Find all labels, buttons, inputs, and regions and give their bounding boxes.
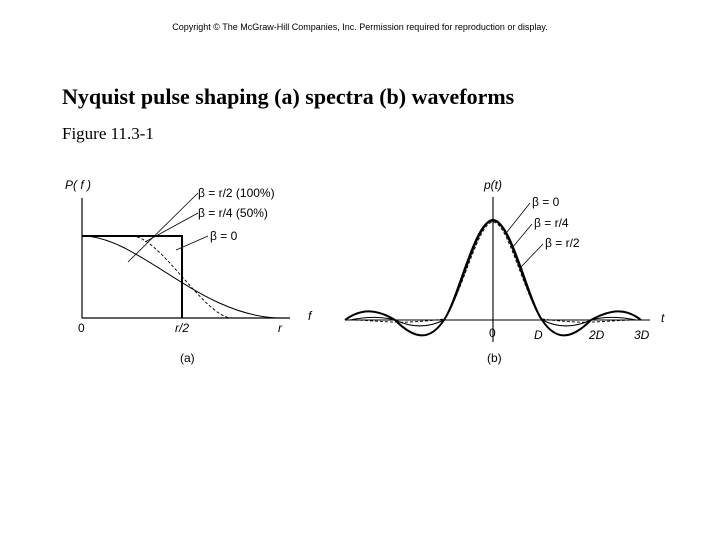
panel-a-tick-r: r bbox=[278, 321, 283, 335]
figure-number: Figure 11.3-1 bbox=[62, 124, 154, 143]
panel-b-tick-2D: 2D bbox=[588, 328, 605, 342]
leader-a-1 bbox=[127, 192, 199, 263]
panel-a-tick-r2: r/2 bbox=[175, 321, 189, 335]
leader-b-1 bbox=[506, 202, 531, 233]
panel-a-spectra: P( f ) f 0 r/2 r β = r/2 (100%) β = r/4 … bbox=[65, 178, 313, 365]
panel-b-caption: (b) bbox=[487, 351, 502, 365]
panel-b-waveforms: p(t) t 0 D 2D 3D β = 0 β = r/4 β = r/2 (… bbox=[344, 178, 665, 365]
panel-a-x-axis-label: f bbox=[308, 309, 313, 323]
curve-a-beta-r2 bbox=[81, 235, 283, 319]
panel-b-tick-0: 0 bbox=[489, 326, 496, 340]
panel-b-y-axis-label: p(t) bbox=[483, 178, 502, 192]
slide-title: Nyquist pulse shaping (a) spectra (b) wa… bbox=[62, 84, 515, 109]
panel-a-y-axis-label: P( f ) bbox=[65, 178, 91, 192]
panel-b-tick-3D: 3D bbox=[634, 328, 650, 342]
curve-label-a-1: β = r/2 (100%) bbox=[198, 186, 275, 200]
leader-b-2 bbox=[511, 223, 533, 249]
panel-b-tick-D: D bbox=[534, 328, 543, 342]
curve-label-a-2: β = r/4 (50%) bbox=[198, 206, 268, 220]
panel-a-tick-0: 0 bbox=[78, 321, 85, 335]
curve-a-beta-0 bbox=[82, 235, 183, 318]
curve-b-beta-r2 bbox=[349, 221, 637, 323]
curve-b-beta-r4 bbox=[349, 220, 637, 327]
panel-b-x-axis-label: t bbox=[661, 311, 665, 325]
copyright-notice: Copyright © The McGraw-Hill Companies, I… bbox=[172, 22, 548, 32]
curve-label-b-2: β = r/4 bbox=[534, 216, 569, 230]
panel-a-caption: (a) bbox=[180, 351, 195, 365]
leader-a-2 bbox=[144, 212, 199, 243]
leader-a-3 bbox=[175, 235, 209, 251]
leader-b-3 bbox=[519, 243, 544, 269]
curve-label-b-1: β = 0 bbox=[532, 195, 560, 209]
curve-label-a-3: β = 0 bbox=[210, 229, 238, 243]
curve-label-b-3: β = r/2 bbox=[545, 236, 580, 250]
curve-b-beta-0 bbox=[344, 218, 642, 337]
curve-a-beta-r4 bbox=[82, 235, 233, 319]
